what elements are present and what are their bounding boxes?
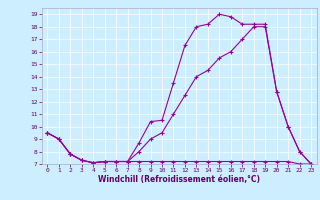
X-axis label: Windchill (Refroidissement éolien,°C): Windchill (Refroidissement éolien,°C) [98,175,260,184]
